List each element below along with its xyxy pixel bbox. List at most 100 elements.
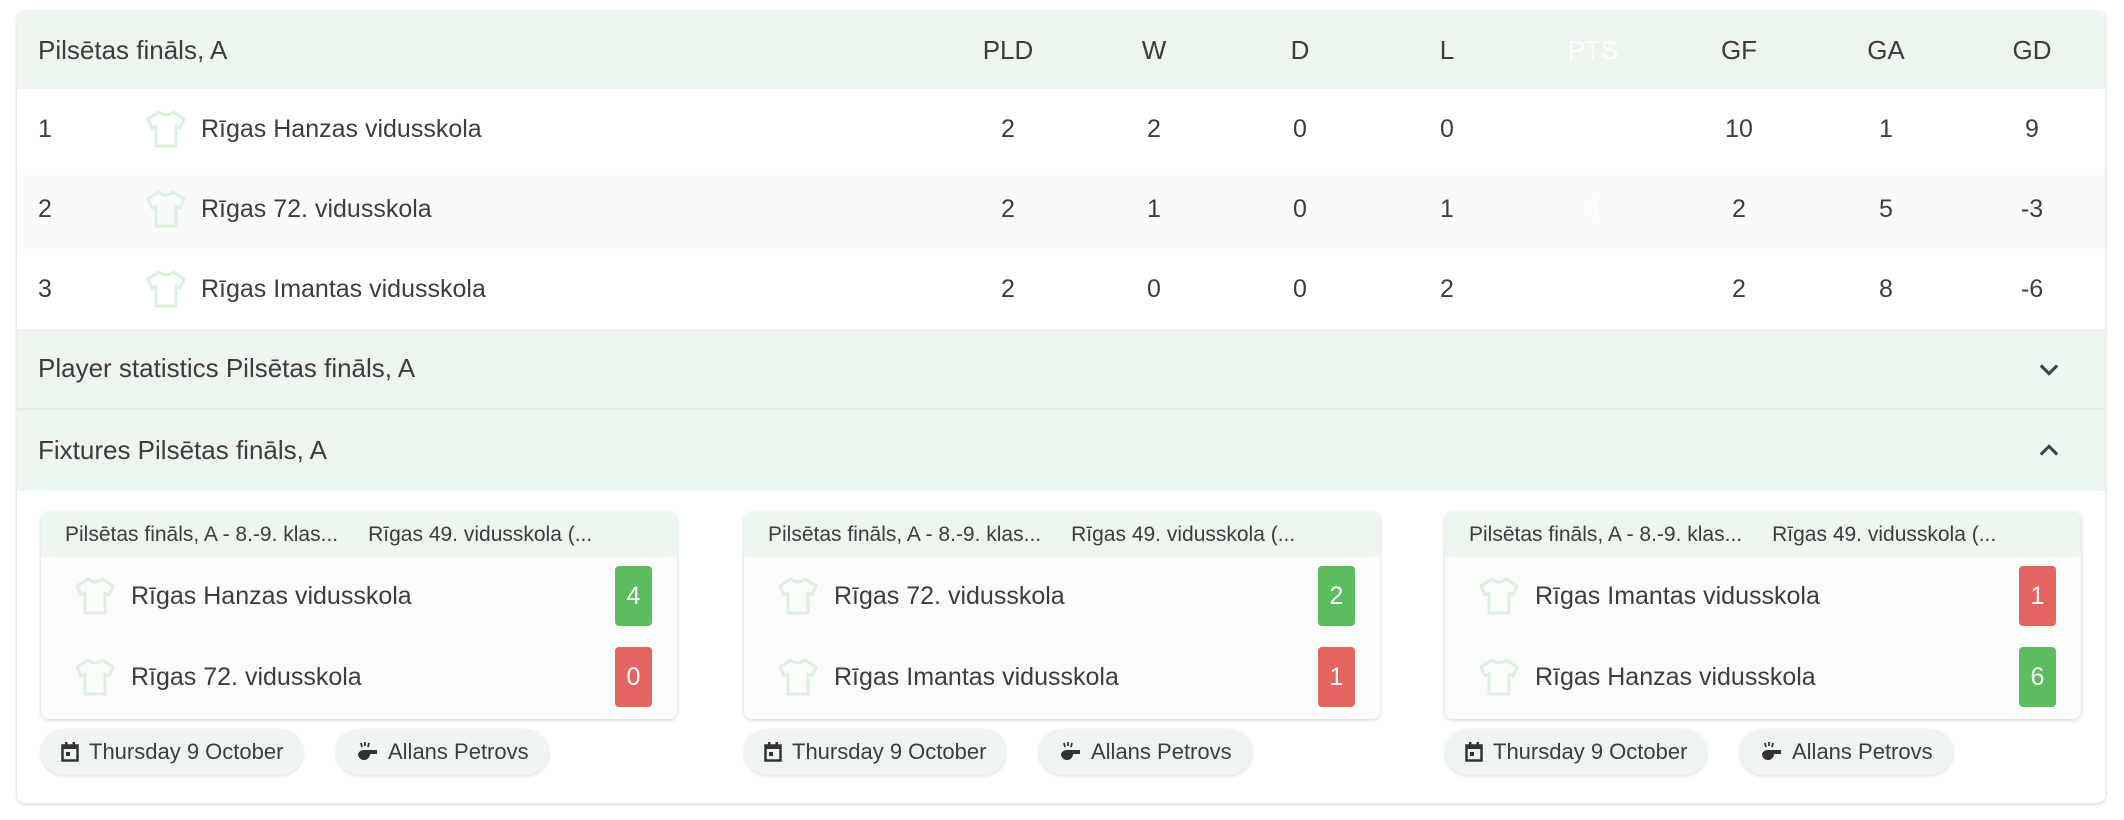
fixture-card[interactable]: Pilsētas fināls, A - 8.-9. klas... Rīgas … bbox=[1445, 512, 2081, 719]
away-score: 1 bbox=[1318, 647, 1355, 707]
fixture-card[interactable]: Pilsētas fināls, A - 8.-9. klas... Rīgas … bbox=[744, 512, 1380, 719]
col-pts: PTS bbox=[1567, 34, 1619, 65]
shirt-icon bbox=[146, 270, 186, 308]
col-ga: GA bbox=[1867, 34, 1905, 65]
shirt-icon bbox=[75, 577, 115, 615]
table-row[interactable]: 3 Rīgas Imantas vidusskola 2 0 0 2 2 2 8 -6 bbox=[17, 249, 2105, 329]
referee-name: Allans Petrovs bbox=[388, 739, 529, 764]
shirt-icon bbox=[1479, 658, 1519, 696]
col-d: D bbox=[1290, 34, 1310, 65]
stat-gd: -6 bbox=[2020, 274, 2044, 303]
stat-pts: 4 bbox=[1586, 194, 1600, 223]
col-w: W bbox=[1141, 34, 1167, 65]
stat-w: 1 bbox=[1147, 194, 1161, 223]
date-chip[interactable]: Thursday 9 October bbox=[41, 729, 304, 775]
date-text: Thursday 9 October bbox=[792, 739, 987, 764]
stat-d: 0 bbox=[1293, 114, 1307, 143]
fixtures-label: Fixtures Pilsētas fināls, A bbox=[38, 435, 327, 465]
shirt-icon bbox=[146, 190, 186, 228]
referee-chip[interactable]: Allans Petrovs bbox=[1039, 729, 1252, 775]
group-title: Pilsētas fināls, A bbox=[38, 34, 228, 65]
stat-pld: 2 bbox=[1001, 274, 1015, 303]
stat-pld: 2 bbox=[1001, 114, 1015, 143]
stat-gf: 10 bbox=[1725, 114, 1753, 143]
stat-gf: 2 bbox=[1732, 274, 1746, 303]
stat-gf: 2 bbox=[1732, 194, 1746, 223]
referee-name: Allans Petrovs bbox=[1792, 739, 1933, 764]
col-gf: GF bbox=[1720, 34, 1758, 65]
stat-pts: 2 bbox=[1586, 274, 1600, 303]
team-name: Rīgas Hanzas vidusskola bbox=[1535, 662, 1816, 691]
player-statistics-label: Player statistics Pilsētas fināls, A bbox=[38, 353, 416, 383]
away-score: 0 bbox=[615, 647, 652, 707]
calendar-icon bbox=[61, 742, 79, 762]
stat-gd: -3 bbox=[2020, 194, 2044, 223]
col-gd: GD bbox=[2012, 34, 2052, 65]
team-name: Rīgas Imantas vidusskola bbox=[1535, 581, 1820, 610]
table-header: Pilsētas fināls, A PLD W D L PTS GF GA G… bbox=[17, 11, 2105, 89]
fixture-header: Pilsētas fināls, A - 8.-9. klas... Rīgas … bbox=[744, 512, 1380, 557]
fixture-home-team: Rīgas Imantas vidusskola 1 bbox=[1445, 566, 2081, 626]
fixture-header: Pilsētas fināls, A - 8.-9. klas... Rīgas … bbox=[1445, 512, 2081, 557]
fixture-venue: Rīgas 49. vidusskola (... bbox=[1772, 522, 1997, 546]
team-name: Rīgas Imantas vidusskola bbox=[834, 662, 1119, 691]
shirt-icon bbox=[778, 658, 818, 696]
chevron-down-icon bbox=[2039, 363, 2059, 376]
stat-d: 0 bbox=[1293, 194, 1307, 223]
stat-l: 2 bbox=[1440, 274, 1454, 303]
table-row[interactable]: 2 Rīgas 72. vidusskola 2 1 0 1 4 2 5 -3 bbox=[17, 169, 2105, 249]
stat-l: 0 bbox=[1440, 114, 1454, 143]
fixture-card[interactable]: Pilsētas fināls, A - 8.-9. klas... Rīgas … bbox=[41, 512, 677, 719]
team-name: Rīgas 72. vidusskola bbox=[834, 581, 1065, 610]
fixture-competition: Pilsētas fināls, A - 8.-9. klas... bbox=[65, 522, 339, 546]
fixtures-toggle[interactable]: Fixtures Pilsētas fināls, A bbox=[17, 410, 2105, 491]
fixture-home-team: Rīgas Hanzas vidusskola 4 bbox=[41, 566, 677, 626]
stat-ga: 5 bbox=[1879, 194, 1893, 223]
col-pld: PLD bbox=[982, 34, 1034, 65]
fixture-home-team: Rīgas 72. vidusskola 2 bbox=[744, 566, 1380, 626]
shirt-icon bbox=[75, 658, 115, 696]
team-name: Rīgas Hanzas vidusskola bbox=[131, 581, 412, 610]
fixture-competition: Pilsētas fināls, A - 8.-9. klas... bbox=[1469, 522, 1743, 546]
team-name[interactable]: Rīgas 72. vidusskola bbox=[201, 194, 432, 223]
stat-pld: 2 bbox=[1001, 194, 1015, 223]
col-l: L bbox=[1439, 34, 1455, 65]
home-score: 1 bbox=[2019, 566, 2056, 626]
rank: 3 bbox=[38, 274, 52, 303]
referee-chip[interactable]: Allans Petrovs bbox=[336, 729, 549, 775]
fixture-venue: Rīgas 49. vidusskola (... bbox=[1071, 522, 1296, 546]
whistle-icon bbox=[1762, 742, 1781, 760]
stat-l: 1 bbox=[1440, 194, 1454, 223]
fixture-venue: Rīgas 49. vidusskola (... bbox=[368, 522, 593, 546]
date-chip[interactable]: Thursday 9 October bbox=[1445, 729, 1708, 775]
rank: 1 bbox=[38, 114, 52, 143]
team-name[interactable]: Rīgas Hanzas vidusskola bbox=[201, 114, 482, 143]
home-score: 2 bbox=[1318, 566, 1355, 626]
fixture-away-team: Rīgas Imantas vidusskola 1 bbox=[744, 647, 1380, 707]
player-statistics-toggle[interactable]: Player statistics Pilsētas fināls, A bbox=[17, 329, 2105, 410]
referee-chip[interactable]: Allans Petrovs bbox=[1740, 729, 1953, 775]
stat-ga: 8 bbox=[1879, 274, 1893, 303]
table-row[interactable]: 1 Rīgas Hanzas vidusskola 2 2 0 0 6 10 1 9 bbox=[17, 89, 2105, 169]
stat-d: 0 bbox=[1293, 274, 1307, 303]
whistle-icon bbox=[358, 742, 377, 760]
fixture-away-team: Rīgas Hanzas vidusskola 6 bbox=[1445, 647, 2081, 707]
team-name[interactable]: Rīgas Imantas vidusskola bbox=[201, 274, 486, 303]
stat-ga: 1 bbox=[1879, 114, 1893, 143]
standings-card: Pilsētas fināls, A PLD W D L PTS GF GA G… bbox=[17, 11, 2105, 803]
shirt-icon bbox=[1479, 577, 1519, 615]
shirt-icon bbox=[146, 110, 186, 148]
rank: 2 bbox=[38, 194, 52, 223]
shirt-icon bbox=[778, 577, 818, 615]
calendar-icon bbox=[764, 742, 782, 762]
home-score: 4 bbox=[615, 566, 652, 626]
date-text: Thursday 9 October bbox=[89, 739, 284, 764]
stat-pts: 6 bbox=[1586, 114, 1600, 143]
date-chip[interactable]: Thursday 9 October bbox=[744, 729, 1007, 775]
stat-w: 2 bbox=[1147, 114, 1161, 143]
stat-gd: 9 bbox=[2025, 114, 2039, 143]
away-score: 6 bbox=[2019, 647, 2056, 707]
chevron-up-icon bbox=[2039, 443, 2059, 456]
calendar-icon bbox=[1465, 742, 1483, 762]
date-text: Thursday 9 October bbox=[1493, 739, 1688, 764]
